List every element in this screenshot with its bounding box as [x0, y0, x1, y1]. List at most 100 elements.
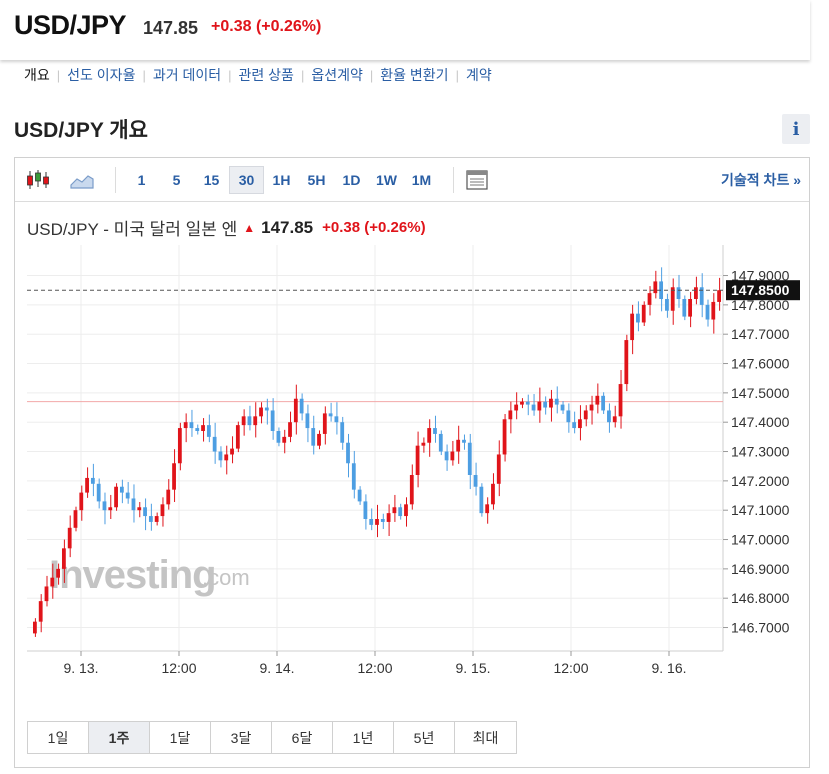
- nav-currency-converter[interactable]: 환율 변환기: [380, 67, 449, 83]
- candle-body: [311, 428, 316, 446]
- nav-overview[interactable]: 개요: [24, 67, 50, 83]
- candle-body: [433, 428, 437, 434]
- candle-body: [125, 492, 130, 499]
- candle-body: [230, 448, 234, 455]
- candle-body: [450, 451, 455, 461]
- toolbar-divider: [453, 166, 454, 193]
- candle-body: [618, 384, 623, 417]
- candle-body: [114, 486, 118, 508]
- candle-body: [334, 416, 339, 423]
- candle-body: [502, 419, 507, 455]
- candle-body: [572, 422, 577, 429]
- interval-1d[interactable]: 1D: [342, 171, 361, 188]
- candle-body: [50, 577, 55, 587]
- x-tick-label: 12:00: [357, 660, 392, 676]
- range-3m[interactable]: 3달: [211, 722, 272, 753]
- candle-body: [131, 498, 136, 511]
- nav-divider: |: [300, 67, 305, 83]
- candle-body: [473, 475, 478, 487]
- technical-chart-link[interactable]: 기술적 차트 »: [721, 172, 801, 188]
- candle-body: [624, 340, 629, 385]
- candle-body: [583, 410, 588, 420]
- up-arrow-icon: ▲: [243, 220, 256, 235]
- candle-body: [166, 489, 171, 505]
- watermark-logo: Investing: [49, 553, 216, 597]
- candle-body: [566, 410, 571, 423]
- range-1y[interactable]: 1년: [333, 722, 394, 753]
- candle-body: [386, 513, 391, 522]
- range-1m[interactable]: 1달: [150, 722, 211, 753]
- candle-body: [340, 422, 345, 443]
- candle-body: [293, 398, 298, 423]
- candle-body: [305, 413, 310, 429]
- candle-body: [235, 425, 240, 449]
- candle-body: [270, 410, 275, 431]
- interval-30min[interactable]: 30: [229, 165, 264, 194]
- candle-body: [467, 442, 472, 475]
- y-tick-label: 147.0000: [731, 532, 790, 548]
- candle-body: [479, 486, 484, 514]
- candle-body: [241, 416, 246, 426]
- candle-body: [717, 290, 721, 302]
- interval-15min[interactable]: 15: [203, 171, 220, 188]
- candle-body: [415, 445, 420, 475]
- candle-body: [456, 439, 461, 452]
- candle-body: [485, 504, 490, 514]
- header-change: +0.38 (+0.26%): [211, 18, 321, 36]
- nav-contracts[interactable]: 계약: [465, 67, 492, 83]
- candle-body: [119, 486, 124, 493]
- range-max[interactable]: 최대: [472, 729, 499, 746]
- candle-body: [160, 504, 165, 517]
- candle-body: [264, 407, 269, 411]
- nav-forward-rates[interactable]: 선도 이자율: [67, 67, 136, 83]
- candle-body: [641, 304, 646, 323]
- nav-options[interactable]: 옵션계약: [311, 67, 363, 83]
- nav-related-instruments[interactable]: 관련 상품: [238, 67, 294, 83]
- candle-body: [218, 451, 223, 461]
- candle-body: [102, 501, 107, 511]
- range-1d[interactable]: 1일: [28, 722, 89, 753]
- candle-body: [508, 410, 513, 420]
- candle-body: [589, 404, 594, 411]
- y-tick-label: 147.5000: [731, 385, 790, 401]
- candlestick-chart-icon[interactable]: [23, 166, 53, 194]
- area-chart-icon[interactable]: [67, 166, 97, 194]
- y-tick-label: 146.8000: [731, 590, 790, 606]
- interval-5h[interactable]: 5H: [307, 171, 326, 188]
- nav-historical-data[interactable]: 과거 데이터: [152, 67, 222, 83]
- candle-body: [694, 287, 698, 299]
- section-title: USD/JPY 개요: [14, 119, 148, 142]
- sub-navigation: 개요 | 선도 이자율 | 과거 데이터 | 관련 상품 | 옵션계약 | 환율 변환기 |…: [18, 64, 499, 86]
- candle-body: [33, 621, 37, 634]
- candle-body: [375, 519, 379, 525]
- candle-body: [699, 287, 704, 305]
- candle-body: [317, 433, 321, 446]
- interval-5min[interactable]: 5: [172, 171, 181, 188]
- candle-body: [676, 287, 681, 299]
- range-6m[interactable]: 6달: [272, 722, 333, 753]
- candle-body: [462, 439, 466, 443]
- range-1w[interactable]: 1주: [89, 722, 150, 753]
- interval-1h[interactable]: 1H: [272, 171, 291, 188]
- info-icon[interactable]: i: [782, 114, 810, 144]
- layout-icon[interactable]: [462, 166, 492, 194]
- x-tick-label: 9. 16.: [651, 660, 686, 676]
- candle-body: [357, 489, 362, 502]
- candle-body: [398, 507, 403, 517]
- interval-1w[interactable]: 1W: [376, 171, 397, 188]
- candle-body: [351, 463, 356, 490]
- price-chart[interactable]: 147.9000 147.8000 147.7000 147.6000 147.5000…: [15, 158, 809, 718]
- current-price-label-bg: [726, 280, 800, 301]
- candle-body: [409, 475, 414, 505]
- range-5y[interactable]: 5년: [394, 722, 455, 753]
- candle-body: [514, 404, 519, 411]
- interval-group: 1 5 15 30 1H 5H 1D 1W 1M: [124, 165, 439, 194]
- candle-body: [177, 428, 182, 464]
- y-tick-label: 147.7000: [731, 326, 790, 342]
- current-price-label: 147.8500: [731, 282, 790, 298]
- candle-body: [299, 398, 304, 414]
- candle-body: [143, 507, 147, 517]
- interval-1m[interactable]: 1M: [411, 171, 432, 188]
- candle-body: [108, 507, 113, 511]
- interval-1min[interactable]: 1: [137, 171, 146, 188]
